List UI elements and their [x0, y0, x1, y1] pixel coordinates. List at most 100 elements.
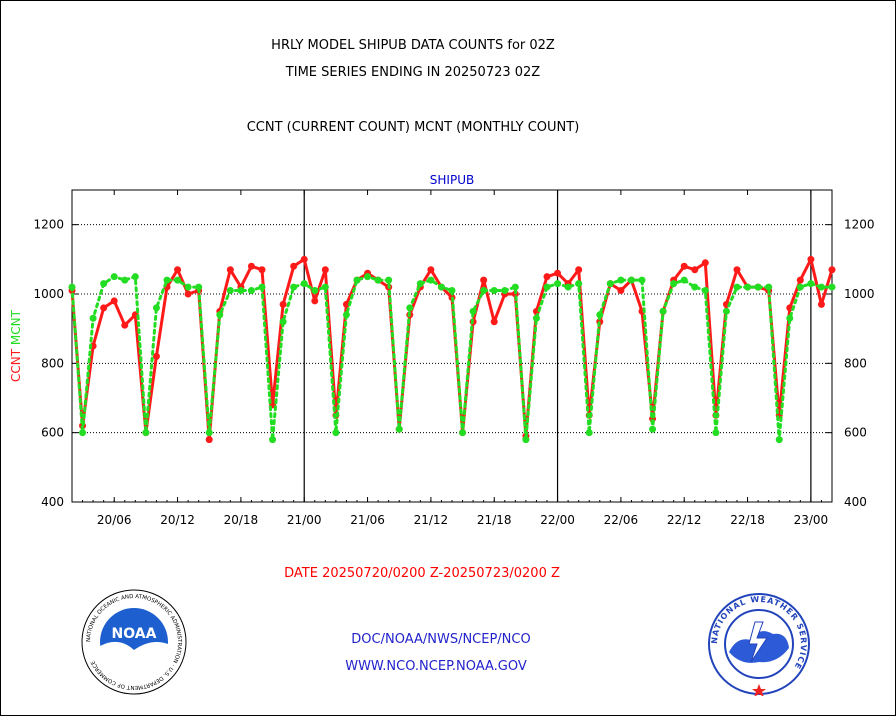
- mcnt-point: [395, 425, 403, 433]
- mcnt-point: [406, 304, 414, 312]
- mcnt-point: [269, 436, 277, 444]
- date-range: DATE 20250720/0200 Z-20250723/0200 Z: [284, 566, 560, 581]
- ccnt-point: [691, 266, 699, 274]
- y-tick-label-right: 400: [844, 495, 867, 509]
- ccnt-point: [226, 266, 234, 274]
- mcnt-point: [110, 273, 118, 281]
- ccnt-point: [184, 290, 192, 298]
- ccnt-point: [121, 321, 129, 329]
- ccnt-point: [701, 259, 709, 267]
- y-axis-label: CCNT MCNT: [9, 309, 23, 382]
- x-tick-label: 22/18: [730, 513, 765, 527]
- ccnt-point: [290, 262, 298, 270]
- x-tick-label: 22/06: [604, 513, 639, 527]
- mcnt-point: [627, 276, 635, 284]
- chart-title: SHIPUB: [430, 173, 474, 187]
- mcnt-point: [237, 287, 245, 295]
- mcnt-point: [754, 283, 762, 291]
- mcnt-point: [385, 276, 393, 284]
- x-tick-label: 21/06: [350, 513, 385, 527]
- mcnt-point: [796, 283, 804, 291]
- mcnt-point: [89, 314, 97, 322]
- mcnt-point: [775, 436, 783, 444]
- mcnt-point: [712, 429, 720, 437]
- y-tick-label-right: 1200: [844, 218, 875, 232]
- mcnt-point: [332, 429, 340, 437]
- x-tick-label: 22/00: [540, 513, 575, 527]
- ccnt-point: [543, 273, 551, 281]
- mcnt-point: [786, 314, 794, 322]
- ccnt-point: [300, 255, 308, 263]
- ccnt-point: [247, 262, 255, 270]
- mcnt-point: [585, 429, 593, 437]
- mcnt-point: [817, 283, 825, 291]
- mcnt-point: [659, 307, 667, 315]
- mcnt-point: [680, 276, 688, 284]
- mcnt-point: [691, 283, 699, 291]
- ccnt-point: [554, 269, 562, 277]
- mcnt-point: [807, 280, 815, 288]
- mcnt-point: [670, 280, 678, 288]
- ccnt-point: [817, 300, 825, 308]
- mcnt-point: [205, 429, 213, 437]
- mcnt-point: [522, 436, 530, 444]
- mcnt-point: [311, 287, 319, 295]
- ccnt-point: [311, 297, 319, 305]
- mcnt-point: [300, 280, 308, 288]
- ccnt-point: [733, 266, 741, 274]
- ccnt-point: [152, 352, 160, 360]
- mcnt-point: [152, 304, 160, 312]
- ccnt-point: [617, 287, 625, 295]
- mcnt-point: [701, 287, 709, 295]
- nws-logo: NATIONAL WEATHER SERVICE: [708, 593, 810, 696]
- mcnt-point: [142, 429, 150, 437]
- mcnt-point: [564, 283, 572, 291]
- x-tick-label: 20/12: [160, 513, 195, 527]
- mcnt-point: [511, 283, 519, 291]
- y-tick-label-left: 400: [41, 495, 64, 509]
- noaa-logo-text: NOAA: [112, 626, 157, 642]
- mcnt-series-line: [70, 274, 834, 440]
- mcnt-point: [469, 307, 477, 315]
- ccnt-point: [205, 436, 213, 444]
- mcnt-point: [765, 283, 773, 291]
- mcnt-point: [121, 276, 129, 284]
- mcnt-point: [226, 287, 234, 295]
- x-tick-label: 21/00: [287, 513, 322, 527]
- ccnt-point: [575, 266, 583, 274]
- y-axis-label-mcnt: MCNT: [9, 309, 23, 345]
- mcnt-point: [247, 287, 255, 295]
- x-tick-label: 21/12: [414, 513, 449, 527]
- nco-link-2[interactable]: WWW.NCO.NCEP.NOAA.GOV: [345, 659, 527, 674]
- ccnt-point: [490, 318, 498, 326]
- mcnt-point: [321, 283, 329, 291]
- ccnt-point: [680, 262, 688, 270]
- x-tick-label: 23/00: [794, 513, 829, 527]
- mcnt-point: [290, 283, 298, 291]
- mcnt-point: [258, 283, 266, 291]
- mcnt-point: [490, 287, 498, 295]
- mcnt-point: [184, 283, 192, 291]
- y-axis-label-ccnt: CCNT: [9, 345, 23, 382]
- nco-link-1[interactable]: DOC/NOAA/NWS/NCEP/NCO: [351, 632, 531, 647]
- mcnt-point: [79, 429, 87, 437]
- mcnt-point: [501, 287, 509, 295]
- mcnt-point: [575, 280, 583, 288]
- mcnt-point: [374, 276, 382, 284]
- mcnt-point: [722, 307, 730, 315]
- mcnt-point: [459, 429, 467, 437]
- mcnt-point: [606, 280, 614, 288]
- mcnt-point: [279, 318, 287, 326]
- ccnt-point: [279, 300, 287, 308]
- mcnt-point: [733, 283, 741, 291]
- mcnt-point: [416, 280, 424, 288]
- ccnt-point: [796, 276, 804, 284]
- noaa-logo: NATIONAL OCEANIC AND ATMOSPHERIC ADMINIS…: [81, 589, 187, 695]
- ccnt-point: [100, 304, 108, 312]
- mcnt-point: [163, 276, 171, 284]
- ccnt-point: [110, 297, 118, 305]
- shipub-chart: 400 400 600 600 800 800 1000 1000 1200 1200 20/06 2…: [9, 173, 875, 527]
- mcnt-point: [480, 287, 488, 295]
- title-line-1: HRLY MODEL SHIPUB DATA COUNTS for 02Z: [271, 38, 555, 53]
- mcnt-point: [216, 311, 224, 319]
